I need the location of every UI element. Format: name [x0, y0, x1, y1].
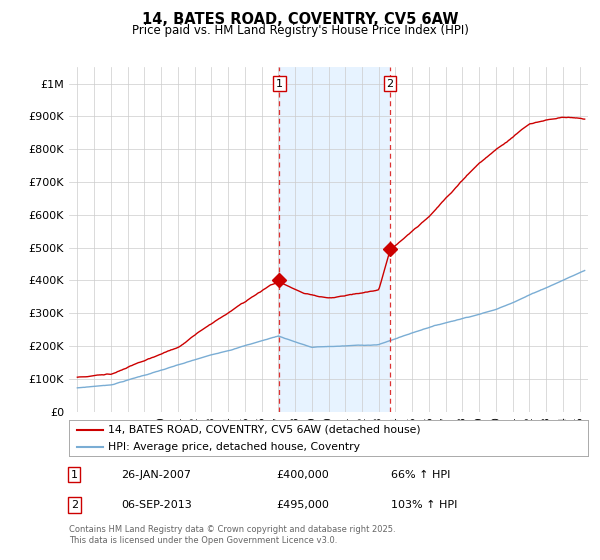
Text: 2: 2	[386, 78, 394, 88]
Text: Price paid vs. HM Land Registry's House Price Index (HPI): Price paid vs. HM Land Registry's House …	[131, 24, 469, 37]
Text: Contains HM Land Registry data © Crown copyright and database right 2025.
This d: Contains HM Land Registry data © Crown c…	[69, 525, 395, 545]
Text: 66% ↑ HPI: 66% ↑ HPI	[391, 470, 450, 480]
Text: 06-SEP-2013: 06-SEP-2013	[121, 500, 191, 510]
Text: 1: 1	[276, 78, 283, 88]
Text: £495,000: £495,000	[277, 500, 329, 510]
Text: 14, BATES ROAD, COVENTRY, CV5 6AW: 14, BATES ROAD, COVENTRY, CV5 6AW	[142, 12, 458, 27]
Bar	[280, 67, 390, 412]
Text: 1: 1	[71, 470, 77, 480]
Text: 103% ↑ HPI: 103% ↑ HPI	[391, 500, 457, 510]
Text: £400,000: £400,000	[277, 470, 329, 480]
Text: 14, BATES ROAD, COVENTRY, CV5 6AW (detached house): 14, BATES ROAD, COVENTRY, CV5 6AW (detac…	[108, 425, 421, 435]
Text: 2: 2	[71, 500, 78, 510]
Text: 26-JAN-2007: 26-JAN-2007	[121, 470, 191, 480]
Text: HPI: Average price, detached house, Coventry: HPI: Average price, detached house, Cove…	[108, 442, 360, 451]
